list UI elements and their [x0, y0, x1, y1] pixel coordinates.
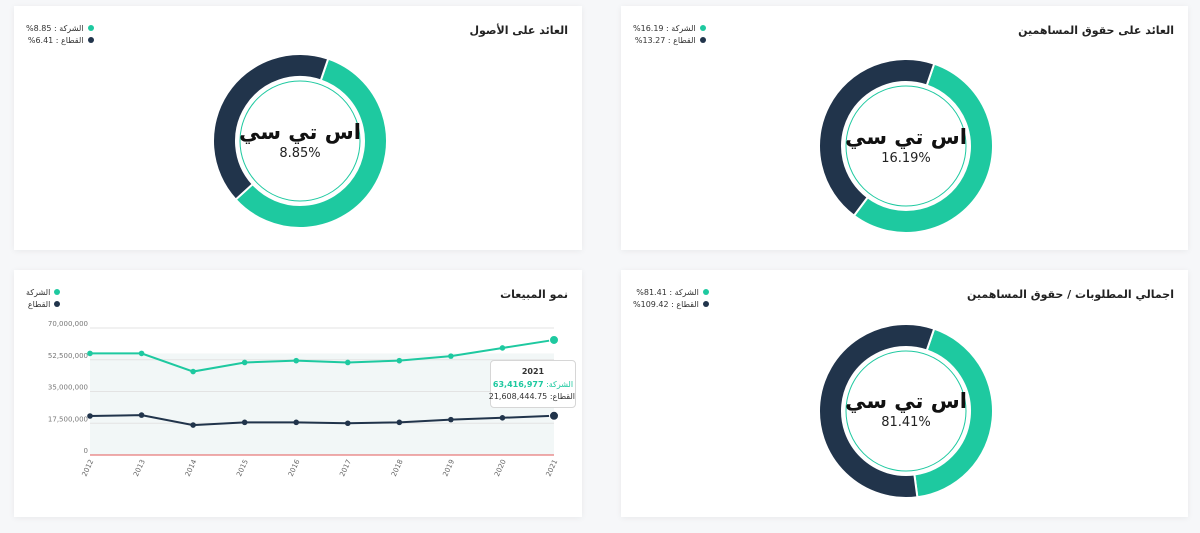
company-dot-icon: [54, 289, 61, 295]
roa-legend-sector[interactable]: القطاع : 6.41%: [26, 34, 94, 46]
x-tick-label: 2015: [235, 458, 250, 478]
sales-legend-sector[interactable]: القطاع: [26, 298, 61, 310]
tooltip-year: 2021: [521, 367, 545, 376]
roa-center: اس تي سي 8.85%: [220, 120, 380, 162]
data-point-company[interactable]: [241, 359, 248, 366]
liab-card: اجمالي المطلوبات / حقوق المساهمين الشركة…: [621, 270, 1188, 517]
donut-slice-sector[interactable]: [818, 323, 936, 499]
roa-center-value: 8.85%: [279, 146, 321, 162]
y-tick-label: 0: [84, 447, 88, 455]
sales-legend: الشركة القطاع: [26, 286, 61, 310]
roa-legend-company[interactable]: الشركة : 8.85%: [26, 22, 94, 34]
liab-center-value: 81.41%: [881, 415, 931, 431]
data-point-company[interactable]: [87, 350, 93, 357]
sector-dot-icon: [702, 301, 709, 307]
donut-slice-sector[interactable]: [212, 53, 330, 201]
x-tick-label: 2018: [390, 458, 405, 478]
roe-legend: الشركة : 16.19% القطاع : 13.27%: [633, 22, 706, 46]
donut-inner-ring: [845, 350, 967, 472]
data-point-sector[interactable]: [138, 412, 145, 418]
roe-center: اس تي سي 16.19%: [826, 125, 986, 167]
donut-slice-sector[interactable]: [818, 58, 936, 218]
data-point-company[interactable]: [549, 334, 559, 345]
data-point-sector[interactable]: [448, 416, 454, 423]
roe-company-name: اس تي سي: [845, 125, 967, 149]
series-line-sector: [89, 414, 555, 427]
sales-legend-company[interactable]: الشركة: [26, 286, 61, 298]
sales-card: نمو المبيعات الشركة القطاع 0 17,500,000 35…: [14, 270, 582, 517]
data-point-sector[interactable]: [396, 419, 403, 426]
liab-company-name: اس تي سي: [845, 389, 967, 413]
tooltip-company-row: الشركة: 63,416,977: [492, 380, 574, 389]
data-point-sector[interactable]: [241, 419, 248, 426]
data-point-company[interactable]: [499, 345, 506, 351]
data-point-sector[interactable]: [499, 415, 506, 421]
data-point-sector[interactable]: [293, 419, 300, 426]
data-point-company[interactable]: [448, 353, 454, 359]
x-tick-label: 2019: [441, 458, 456, 478]
liab-donut: [818, 323, 994, 499]
company-dot-icon: [699, 25, 706, 31]
x-tick-label: 2012: [81, 458, 96, 478]
x-tick-label: 2020: [493, 458, 508, 478]
donut-inner-ring: [239, 80, 361, 202]
liab-legend-company[interactable]: الشركة : 81.41%: [633, 286, 709, 298]
roe-donut: [818, 58, 994, 234]
company-dot-icon: [702, 289, 709, 295]
roa-company-name: اس تي سي: [239, 120, 361, 144]
roe-title: العائد على حقوق المساهمين: [1018, 24, 1174, 37]
roe-legend-sector[interactable]: القطاع : 13.27%: [633, 34, 706, 46]
roa-legend: الشركة : 8.85% القطاع : 6.41%: [26, 22, 94, 46]
donut-slice-company[interactable]: [852, 62, 994, 234]
x-tick-label: 2013: [132, 458, 147, 478]
data-point-company[interactable]: [344, 359, 351, 366]
data-point-sector[interactable]: [190, 422, 196, 428]
x-tick-label: 2014: [184, 458, 199, 478]
series-line-company: [90, 338, 555, 373]
y-tick-label: 70,000,000: [48, 320, 88, 328]
donut-inner-ring: [845, 85, 967, 207]
donut-slice-company[interactable]: [234, 57, 388, 229]
donut-slice-company[interactable]: [913, 327, 994, 499]
sector-dot-icon: [54, 301, 61, 307]
x-tick-label: 2021: [545, 458, 560, 478]
x-tick-label: 2016: [287, 458, 302, 478]
liab-legend-sector[interactable]: القطاع : 109.42%: [633, 298, 709, 310]
liab-center: اس تي سي 81.41%: [826, 389, 986, 431]
y-tick-label: 17,500,000: [48, 415, 88, 423]
sector-dot-icon: [87, 37, 94, 43]
data-point-sector[interactable]: [344, 420, 351, 427]
data-point-sector[interactable]: [87, 413, 93, 419]
data-point-company[interactable]: [396, 357, 403, 364]
sales-title: نمو المبيعات: [500, 288, 568, 301]
company-dot-icon: [87, 25, 94, 31]
tooltip-sector-row: القطاع: 21,608,444.75: [488, 392, 575, 401]
plot-area-fill: [90, 353, 554, 455]
roe-card: العائد على حقوق المساهمين الشركة : 16.19…: [621, 6, 1188, 250]
data-point-company[interactable]: [138, 350, 145, 357]
roa-donut: [212, 53, 388, 229]
liab-title: اجمالي المطلوبات / حقوق المساهمين: [966, 288, 1174, 301]
y-tick-label: 35,000,000: [48, 384, 88, 392]
roa-card: العائد على الأصول الشركة : 8.85% القطاع …: [14, 6, 582, 250]
data-point-company[interactable]: [190, 368, 196, 375]
x-tick-label: 2017: [338, 458, 353, 478]
chart-tooltip: 2021 الشركة: 63,416,977 القطاع: 21,608,4…: [488, 360, 576, 408]
roe-center-value: 16.19%: [881, 151, 931, 167]
roa-title: العائد على الأصول: [469, 24, 568, 37]
liab-legend: الشركة : 81.41% القطاع : 109.42%: [633, 286, 709, 310]
sector-dot-icon: [699, 37, 706, 43]
y-tick-label: 52,500,000: [48, 352, 88, 360]
data-point-company[interactable]: [293, 357, 300, 364]
roe-legend-company[interactable]: الشركة : 16.19%: [633, 22, 706, 34]
sales-line-chart: 0 17,500,000 35,000,000 52,500,000 70,000,00…: [48, 320, 560, 478]
data-point-sector[interactable]: [549, 410, 559, 421]
